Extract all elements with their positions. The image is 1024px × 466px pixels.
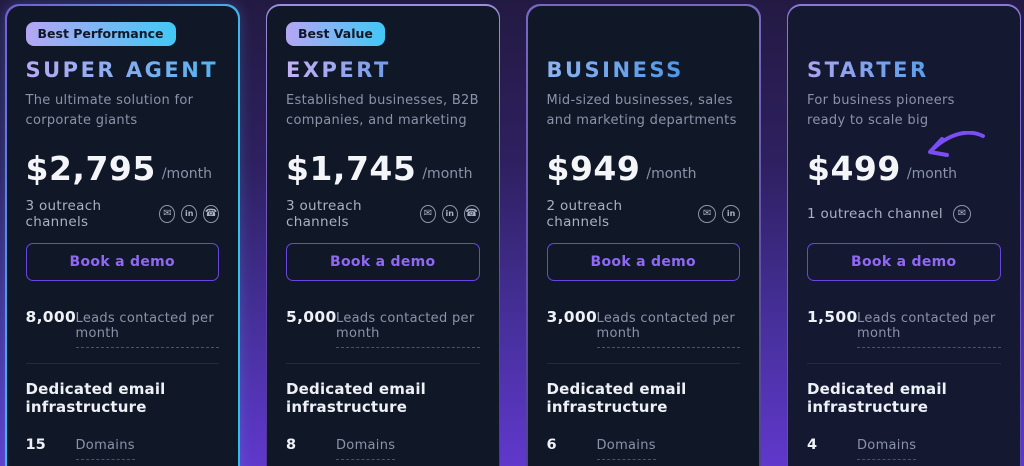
- channels-label: 2 outreach channels: [546, 198, 623, 230]
- plan-description: For business pioneers ready to scale big: [807, 92, 955, 128]
- price-row: $949 /month: [547, 147, 741, 185]
- plan-description: Established businesses, B2B companies, a…: [286, 92, 479, 128]
- channels-label: 1 outreach channel: [807, 206, 943, 222]
- leads-label[interactable]: Leads contacted per month: [336, 311, 480, 348]
- leads-label[interactable]: Leads contacted per month: [75, 311, 219, 348]
- linkedin-icon: in: [441, 205, 458, 223]
- outreach-channels: 3 outreach channels ✉ in ☎: [286, 198, 480, 230]
- feature-row-domains: 15 Domains: [26, 437, 220, 460]
- leads-value: 8,000: [25, 307, 77, 326]
- badge-row: Best Value: [286, 21, 480, 46]
- price: $1,745: [286, 148, 417, 188]
- feature-label[interactable]: Domains: [336, 438, 396, 460]
- price-period: /month: [161, 165, 212, 182]
- leads-value: 3,000: [546, 307, 598, 326]
- feature-row-domains: 8 Domains: [286, 437, 480, 460]
- price-row: $1,745 /month: [286, 147, 480, 185]
- leads-row: 8,000 Leads contacted per month: [25, 307, 219, 348]
- plan-title: STARTER: [807, 57, 929, 82]
- card-body: BUSINESS Mid-sized businesses, sales and…: [527, 5, 759, 466]
- leads-row: 1,500 Leads contacted per month: [807, 308, 1001, 348]
- feature-label[interactable]: Domains: [857, 438, 917, 460]
- infra-heading: Dedicated email infrastructure: [286, 379, 427, 416]
- plan-description: The ultimate solution for corporate gian…: [25, 92, 194, 128]
- leads-row: 3,000 Leads contacted per month: [546, 307, 740, 348]
- leads-value: 1,500: [807, 307, 858, 326]
- outreach-channels: 1 outreach channel ✉: [807, 205, 1001, 224]
- feature-label[interactable]: Domains: [75, 438, 135, 460]
- leads-label[interactable]: Leads contacted per month: [596, 311, 740, 348]
- feature-value: 15: [25, 436, 46, 453]
- price-period: /month: [422, 165, 473, 182]
- divider: [546, 362, 740, 364]
- infra-heading: Dedicated email infrastructure: [807, 379, 948, 416]
- email-icon: ✉: [419, 205, 436, 223]
- book-demo-button[interactable]: Book a demo: [546, 242, 740, 281]
- price: $949: [546, 148, 641, 188]
- price-row: $499 /month: [807, 130, 1001, 188]
- phone-icon: ☎: [203, 205, 219, 223]
- price-arrow-icon: [928, 130, 985, 157]
- leads-row: 5,000 Leads contacted per month: [286, 308, 480, 348]
- badge-best-value: Best Value: [286, 21, 385, 46]
- feature-row-domains: 6 Domains: [547, 437, 741, 460]
- book-demo-button[interactable]: Book a demo: [807, 242, 1001, 281]
- phone-icon: ☎: [463, 205, 480, 223]
- plan-title: BUSINESS: [546, 57, 684, 82]
- feature-value: 8: [286, 436, 297, 453]
- plan-description: Mid-sized businesses, sales and marketin…: [546, 92, 737, 128]
- price-row: $2,795 /month: [26, 147, 220, 185]
- pricing-card-starter: STARTER For business pioneers ready to s…: [786, 4, 1021, 466]
- channels-label: 3 outreach channels: [25, 198, 102, 230]
- feature-label[interactable]: Domains: [596, 438, 656, 460]
- feature-value: 6: [546, 436, 557, 453]
- divider: [807, 362, 1001, 364]
- price: $499: [807, 148, 901, 188]
- email-icon: ✉: [159, 205, 176, 223]
- feature-row-domains: 4 Domains: [807, 437, 1001, 460]
- email-icon: ✉: [952, 205, 971, 223]
- linkedin-icon: in: [722, 205, 740, 223]
- plan-title: SUPER AGENT: [25, 57, 219, 82]
- outreach-channels: 2 outreach channels ✉ in: [547, 198, 740, 230]
- price-period: /month: [646, 165, 697, 182]
- leads-label[interactable]: Leads contacted per month: [857, 311, 1001, 348]
- badge-row: [807, 22, 1001, 45]
- pricing-card-business: BUSINESS Mid-sized businesses, sales and…: [526, 4, 761, 466]
- infra-heading: Dedicated email infrastructure: [546, 379, 687, 416]
- price-period: /month: [906, 165, 958, 182]
- pricing-card-expert: Best Value EXPERT Established businesses…: [265, 4, 500, 466]
- outreach-channels: 3 outreach channels ✉ in ☎: [26, 198, 219, 230]
- divider: [25, 362, 219, 364]
- feature-value: 4: [807, 436, 818, 453]
- infra-heading: Dedicated email infrastructure: [25, 379, 166, 416]
- badge-row: Best Performance: [25, 21, 220, 46]
- price: $2,795: [25, 148, 156, 188]
- linkedin-icon: in: [181, 205, 198, 223]
- book-demo-button[interactable]: Book a demo: [286, 242, 480, 281]
- badge-best-performance: Best Performance: [25, 21, 176, 46]
- leads-value: 5,000: [286, 307, 337, 326]
- divider: [286, 362, 480, 364]
- book-demo-button[interactable]: Book a demo: [25, 242, 219, 281]
- card-body: Best Performance SUPER AGENT The ultimat…: [6, 5, 238, 466]
- channels-label: 3 outreach channels: [286, 198, 362, 230]
- pricing-card-super-agent: Best Performance SUPER AGENT The ultimat…: [5, 4, 240, 466]
- email-icon: ✉: [698, 205, 717, 223]
- plan-title: EXPERT: [286, 57, 391, 82]
- card-body: STARTER For business pioneers ready to s…: [788, 5, 1020, 466]
- badge-row: [547, 22, 741, 45]
- card-body: Best Value EXPERT Established businesses…: [267, 5, 499, 466]
